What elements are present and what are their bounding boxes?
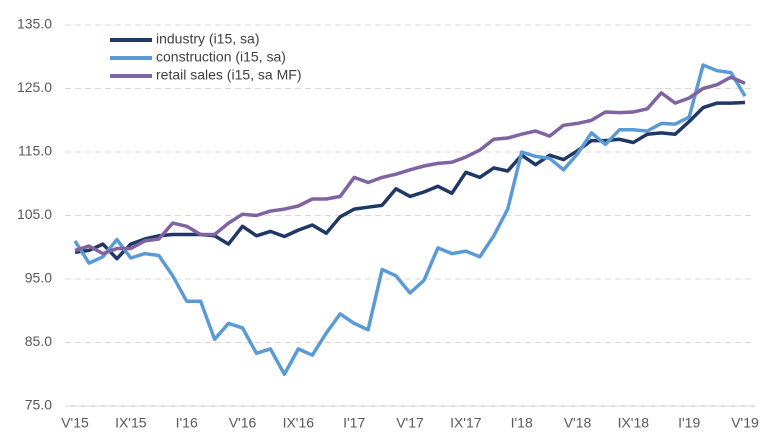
y-tick-label: 115.0 xyxy=(18,143,52,159)
y-tick-label: 85.0 xyxy=(25,333,52,349)
y-tick-label: 95.0 xyxy=(25,270,52,286)
y-tick-label: 75.0 xyxy=(25,397,52,413)
y-tick-label: 135.0 xyxy=(17,16,52,32)
legend-label: construction (i15, sa) xyxy=(156,49,286,65)
x-tick-label: V'16 xyxy=(229,415,257,431)
x-tick-label: IX'18 xyxy=(618,415,650,431)
x-tick-label: V'19 xyxy=(731,415,759,431)
x-tick-label: V'15 xyxy=(61,415,89,431)
y-tick-label: 125.0 xyxy=(17,79,52,95)
series-line xyxy=(74,75,746,256)
x-tick-label: IX'16 xyxy=(283,415,315,431)
series-line xyxy=(74,100,746,261)
x-tick-label: IX'15 xyxy=(115,415,147,431)
x-tick-label: V'17 xyxy=(396,415,424,431)
x-tick-label: I'17 xyxy=(343,415,365,431)
legend-label: industry (i15, sa) xyxy=(156,31,259,47)
x-tick-label: I'19 xyxy=(678,415,700,431)
x-tick-label: V'18 xyxy=(564,415,592,431)
y-tick-label: 105.0 xyxy=(17,206,52,222)
legend-label: retail sales (i15, sa MF) xyxy=(156,67,301,83)
x-tick-label: IX'17 xyxy=(450,415,482,431)
x-tick-label: I'18 xyxy=(511,415,533,431)
series-line xyxy=(73,63,747,377)
x-tick-label: I'16 xyxy=(176,415,198,431)
